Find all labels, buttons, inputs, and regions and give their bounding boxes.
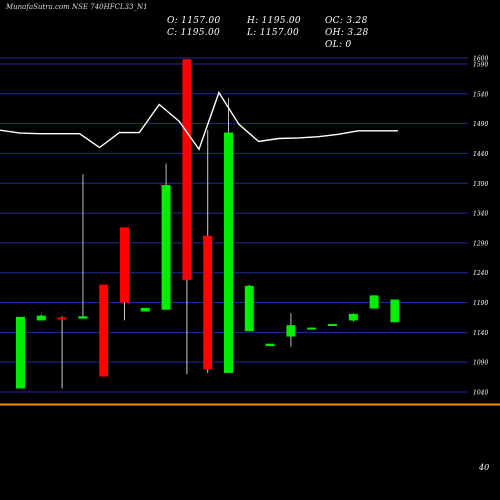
ol-value: OL: 0 — [325, 40, 352, 50]
y-tick-label: 1590 — [473, 62, 488, 69]
y-tick-label: 1140 — [473, 330, 488, 337]
chart-header: MunafaSutra.com NSE 740HFCL33_N1 — [6, 3, 148, 11]
y-tick-label: 1040 — [473, 390, 488, 397]
candle-up — [244, 285, 254, 332]
low-value: L: 1157.00 — [247, 28, 300, 38]
y-tick-label: 1490 — [473, 121, 488, 128]
candle-down — [120, 227, 129, 303]
candle-up — [78, 316, 88, 319]
candle-up — [307, 327, 317, 330]
y-tick-label: 1340 — [473, 211, 488, 218]
moving-average-line — [0, 91, 398, 151]
y-tick-label: 1190 — [473, 300, 488, 307]
candle-up — [140, 307, 150, 312]
high-value: H: 1195.00 — [247, 16, 301, 26]
y-tick-label: 1240 — [473, 270, 488, 277]
candle-up — [265, 343, 275, 347]
candle-up — [369, 295, 379, 309]
open-value: O: 1157.00 — [167, 16, 221, 26]
candle-down — [182, 59, 192, 280]
symbol-label: NSE 740HFCL33_N1 — [72, 3, 148, 11]
y-tick-label: 1290 — [473, 240, 488, 247]
y-tick-label: 1090 — [473, 360, 488, 367]
candle-down — [203, 235, 213, 370]
candle-up — [161, 185, 171, 310]
site-title: MunafaSutra.com — [6, 3, 70, 11]
y-tick-label: 1600 — [473, 56, 488, 63]
close-value: C: 1195.00 — [167, 28, 220, 38]
y-tick-label: 1540 — [473, 91, 488, 98]
candle-up — [390, 299, 400, 323]
candle-up — [224, 132, 233, 373]
candle-up — [286, 325, 296, 337]
oh-value: OH: 3.28 — [325, 28, 369, 38]
candle-up — [328, 324, 337, 327]
candle-bodies — [16, 59, 400, 389]
candle-down — [99, 284, 109, 377]
volume-label: 40 — [478, 463, 489, 472]
candle-up — [36, 315, 46, 321]
y-tick-label: 1440 — [473, 151, 488, 158]
candle-up — [16, 316, 25, 389]
y-tick-label: 1390 — [473, 181, 488, 188]
candle-down — [57, 317, 67, 320]
oc-value: OC: 3.28 — [325, 16, 368, 26]
candle-up — [348, 313, 358, 321]
grid-lines — [0, 57, 468, 393]
